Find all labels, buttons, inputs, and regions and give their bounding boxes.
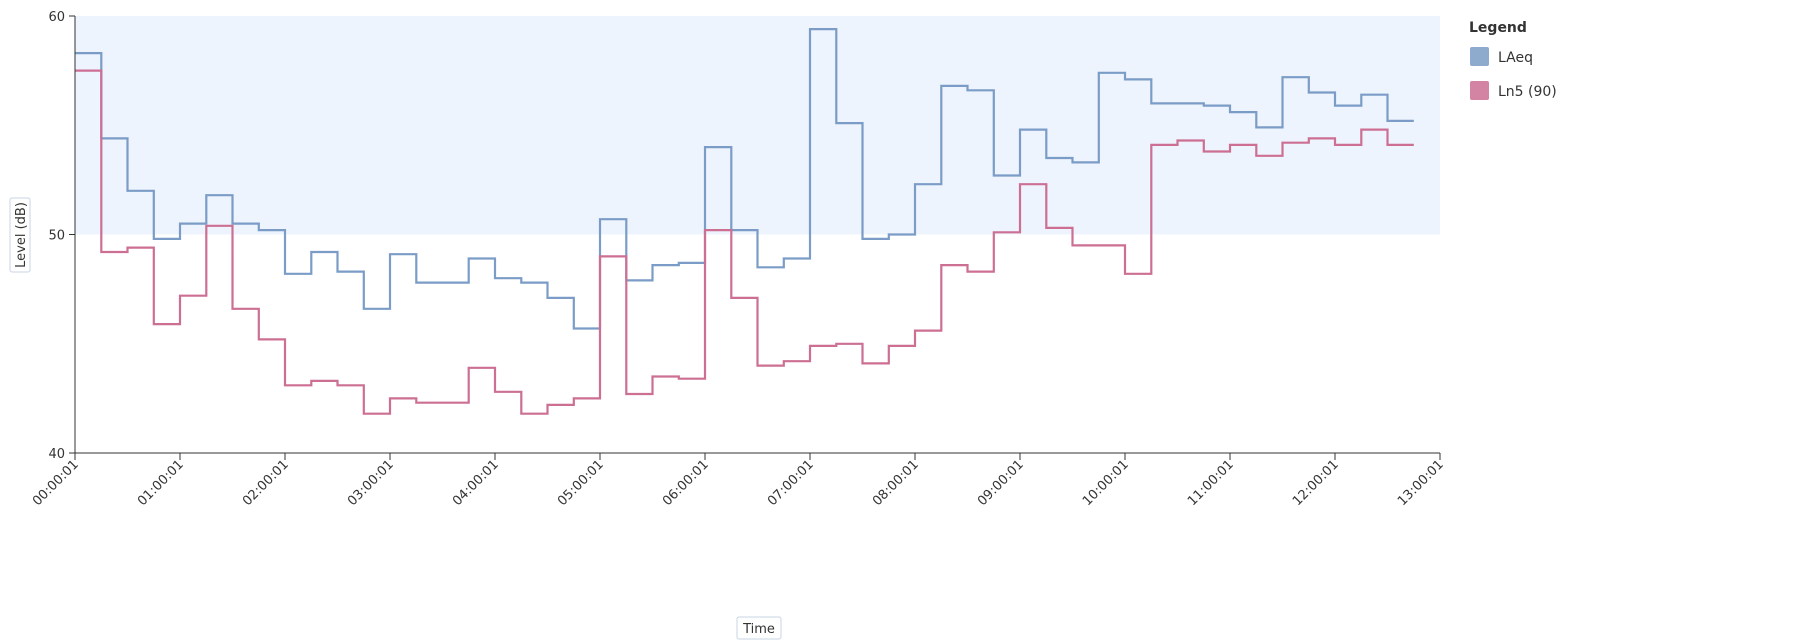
y-axis-title: Level (dB) [14, 202, 29, 268]
y-tick-label: 40 [48, 447, 65, 462]
x-tick-label: 09:00:01 [975, 457, 1027, 509]
x-tick-label: 03:00:01 [345, 457, 397, 509]
legend-swatch [1470, 47, 1489, 66]
legend-label: LAeq [1498, 50, 1533, 66]
x-tick-label: 01:00:01 [135, 457, 187, 509]
y-axis-title-group: Level (dB) [9, 197, 31, 273]
x-tick-label: 02:00:01 [240, 457, 292, 509]
x-tick-label: 08:00:01 [870, 457, 922, 509]
y-tick-label: 50 [48, 229, 65, 244]
x-tick-label: 12:00:01 [1290, 457, 1342, 509]
series-line-ln5-90 [75, 69, 1414, 415]
series-line-laeq [75, 28, 1414, 330]
x-tick-label: 10:00:01 [1080, 457, 1132, 509]
x-axis-title: Time [742, 622, 775, 637]
legend-swatch [1470, 81, 1489, 100]
x-tick-label: 04:00:01 [450, 457, 502, 509]
legend-label: Ln5 (90) [1498, 84, 1557, 100]
x-tick-label: 06:00:01 [660, 457, 712, 509]
x-tick-label: 13:00:01 [1395, 457, 1447, 509]
x-tick-label: 11:00:01 [1185, 457, 1237, 509]
x-tick-label: 07:00:01 [765, 457, 817, 509]
x-tick-label: 00:00:01 [30, 457, 82, 509]
x-axis-title-box [736, 616, 782, 640]
legend-title: Legend [1469, 20, 1527, 36]
x-tick-label: 05:00:01 [555, 457, 607, 509]
y-tick-label: 60 [48, 10, 65, 25]
highlight-band [75, 16, 1440, 235]
y-axis-title-box [9, 197, 31, 273]
